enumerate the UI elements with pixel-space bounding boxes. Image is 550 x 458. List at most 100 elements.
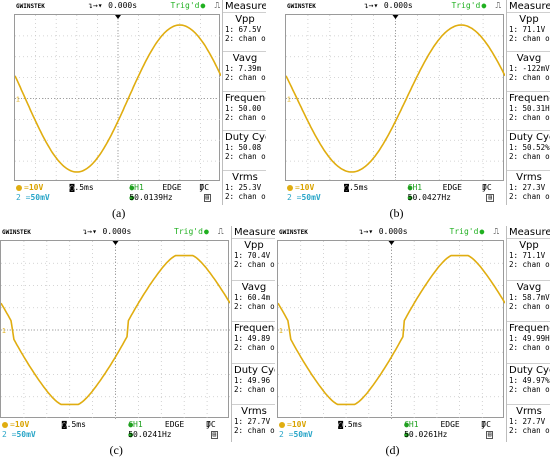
trigger-source-value: CH1 — [128, 420, 143, 429]
time-offset: 0.000s — [108, 1, 138, 10]
waveform-svg: 1 — [278, 241, 505, 419]
usb-icon: ▤ — [210, 431, 219, 439]
measure-value-ch2: 2: chan off — [509, 260, 550, 269]
measure-item[interactable]: Duty Cycle1: 49.962: chan off — [232, 364, 275, 406]
trigger-status: Trig'd — [174, 227, 203, 236]
waveform-grid: 1 — [285, 14, 505, 182]
trigger-source-value: CH1 — [404, 420, 419, 429]
slope-icon: ʃ — [482, 183, 487, 192]
usb-icon: ▤ — [485, 431, 494, 439]
ch1-ground-marker: 1 — [16, 97, 20, 104]
coupling-value: DC — [481, 420, 491, 429]
coupling-value: DC — [482, 183, 492, 192]
run-mode-arrows: ↴→▾ — [358, 227, 374, 236]
measure-name: Vrms — [516, 171, 542, 183]
measure-value-ch2: 2: chan off — [509, 384, 550, 394]
measure-title: Measure — [507, 227, 550, 239]
ch1-badge-icon — [2, 421, 8, 428]
measure-name: Duty Cycle — [509, 364, 550, 376]
brand-logo: GWINSTEK — [279, 229, 308, 236]
scope-panel-b: GWINSTEK ↴→▾ 0.000s Trig'd ● ⎍ 1 Measure Vpp 1: 7… — [285, 0, 550, 222]
ch1-ground-marker: 1 — [287, 97, 291, 104]
trigger-type: EDGE — [442, 183, 462, 192]
measure-name: Vavg — [232, 53, 258, 65]
measure-value-ch2: 2: chan off — [509, 34, 550, 43]
measure-name: Duty Cycle — [509, 132, 550, 144]
measure-name: Frequency — [509, 92, 550, 104]
frequency-value: 50.0139Hz — [129, 193, 173, 202]
ch2-scale: 2 =50mV — [279, 430, 313, 439]
edge-pulse-icon: ⎍ — [218, 227, 224, 236]
bottom-status-bar: =10V 2 =50mV ◙ 2.5ms ● CH1 EDGE ʃ DC ● 50.0139Hz ▤ — [14, 182, 220, 204]
measure-item[interactable]: Frequency1: 49.892: chan off — [232, 322, 275, 364]
measure-value-ch2: 2: chan off — [234, 426, 275, 436]
slope-icon: ʃ — [206, 420, 211, 429]
frequency-value: 50.0261Hz — [404, 430, 448, 439]
measure-value-ch2: 2: chan off — [234, 343, 275, 353]
ch2-scale: 2 =50mV — [2, 430, 36, 439]
measure-item[interactable]: Duty Cycle1: 50.52%2: chan off — [507, 131, 550, 171]
trigger-dot-icon: ● — [200, 1, 206, 10]
ch2-scale: 2 =50mV — [16, 193, 50, 202]
measure-item[interactable]: Duty Cycle1: 49.97%2: chan off — [507, 364, 550, 406]
edge-pulse-icon: ⎍ — [493, 227, 500, 236]
edge-pulse-icon: ⎍ — [214, 1, 221, 10]
edge-pulse-icon: ⎍ — [495, 1, 502, 10]
panel-caption: (b) — [389, 206, 404, 220]
measure-value-ch1: 1: 50.52% — [509, 143, 550, 153]
ch1-waveform — [278, 254, 505, 406]
measure-value-ch2: 2: chan off — [509, 426, 550, 436]
ch1-badge-icon — [287, 184, 293, 191]
timebase-value: 2.5ms — [69, 183, 94, 192]
measure-value-ch2: 2: chan off — [225, 191, 266, 201]
measure-title: Measure — [232, 227, 275, 239]
usb-icon: ▤ — [203, 194, 212, 202]
scope-screen: GWINSTEK ↴→▾ 0.000s Trig'd ● ⎍ 1 Measure Vpp 1: 6… — [14, 0, 266, 205]
waveform-svg: 1 — [286, 15, 505, 182]
measure-item[interactable]: Frequency1: 50.002: chan off — [223, 92, 266, 132]
ch2-scale-value: 50mV — [293, 430, 313, 439]
waveform-grid: 1 — [0, 240, 230, 419]
measure-value-ch1: 1: 60.4m — [234, 292, 271, 302]
measure-name: Vrms — [232, 171, 258, 183]
trigger-status: Trig'd — [451, 1, 481, 10]
time-offset: 0.000s — [383, 1, 413, 10]
measure-value-ch1: 1: 27.7V — [509, 417, 546, 427]
brand-logo: GWINSTEK — [2, 229, 31, 236]
measure-item[interactable]: Duty Cycle1: 50.082: chan off — [223, 131, 266, 171]
measure-name: Vavg — [516, 281, 542, 293]
bottom-status-bar: =10V 2 =50mV ◙ 2.5ms ● CH1 EDGE ʃ DC ● 50.0241Hz ▤ — [0, 419, 229, 441]
slope-icon: ʃ — [481, 420, 487, 429]
measure-title: Measure — [223, 1, 266, 13]
trigger-status: Trig'd — [449, 227, 479, 236]
panel-caption: (a) — [112, 206, 126, 220]
bottom-status-bar: =10V 2 =50mV ◙ 2.5ms ● CH1 EDGE ʃ DC ● 50.0427Hz ▤ — [285, 182, 504, 204]
ch2-scale-value: 50mV — [16, 430, 36, 439]
measure-name: Frequency — [225, 92, 266, 104]
measure-value-ch2: 2: chan off — [509, 191, 550, 201]
trigger-source-value: CH1 — [407, 183, 423, 192]
measure-value-ch2: 2: chan off — [509, 301, 550, 311]
trigger-status: Trig'd — [170, 1, 200, 10]
run-mode-arrows: ↴→▾ — [363, 1, 379, 10]
bottom-status-bar: =10V 2 =50mV ◙ 2.5ms ● CH1 EDGE ʃ DC ● 50.0261Hz ▤ — [277, 419, 504, 441]
waveform-grid: 1 — [14, 14, 221, 182]
ch1-scale-value: 10V — [299, 183, 315, 192]
measure-value-ch1: 1: 49.99H — [509, 334, 550, 344]
